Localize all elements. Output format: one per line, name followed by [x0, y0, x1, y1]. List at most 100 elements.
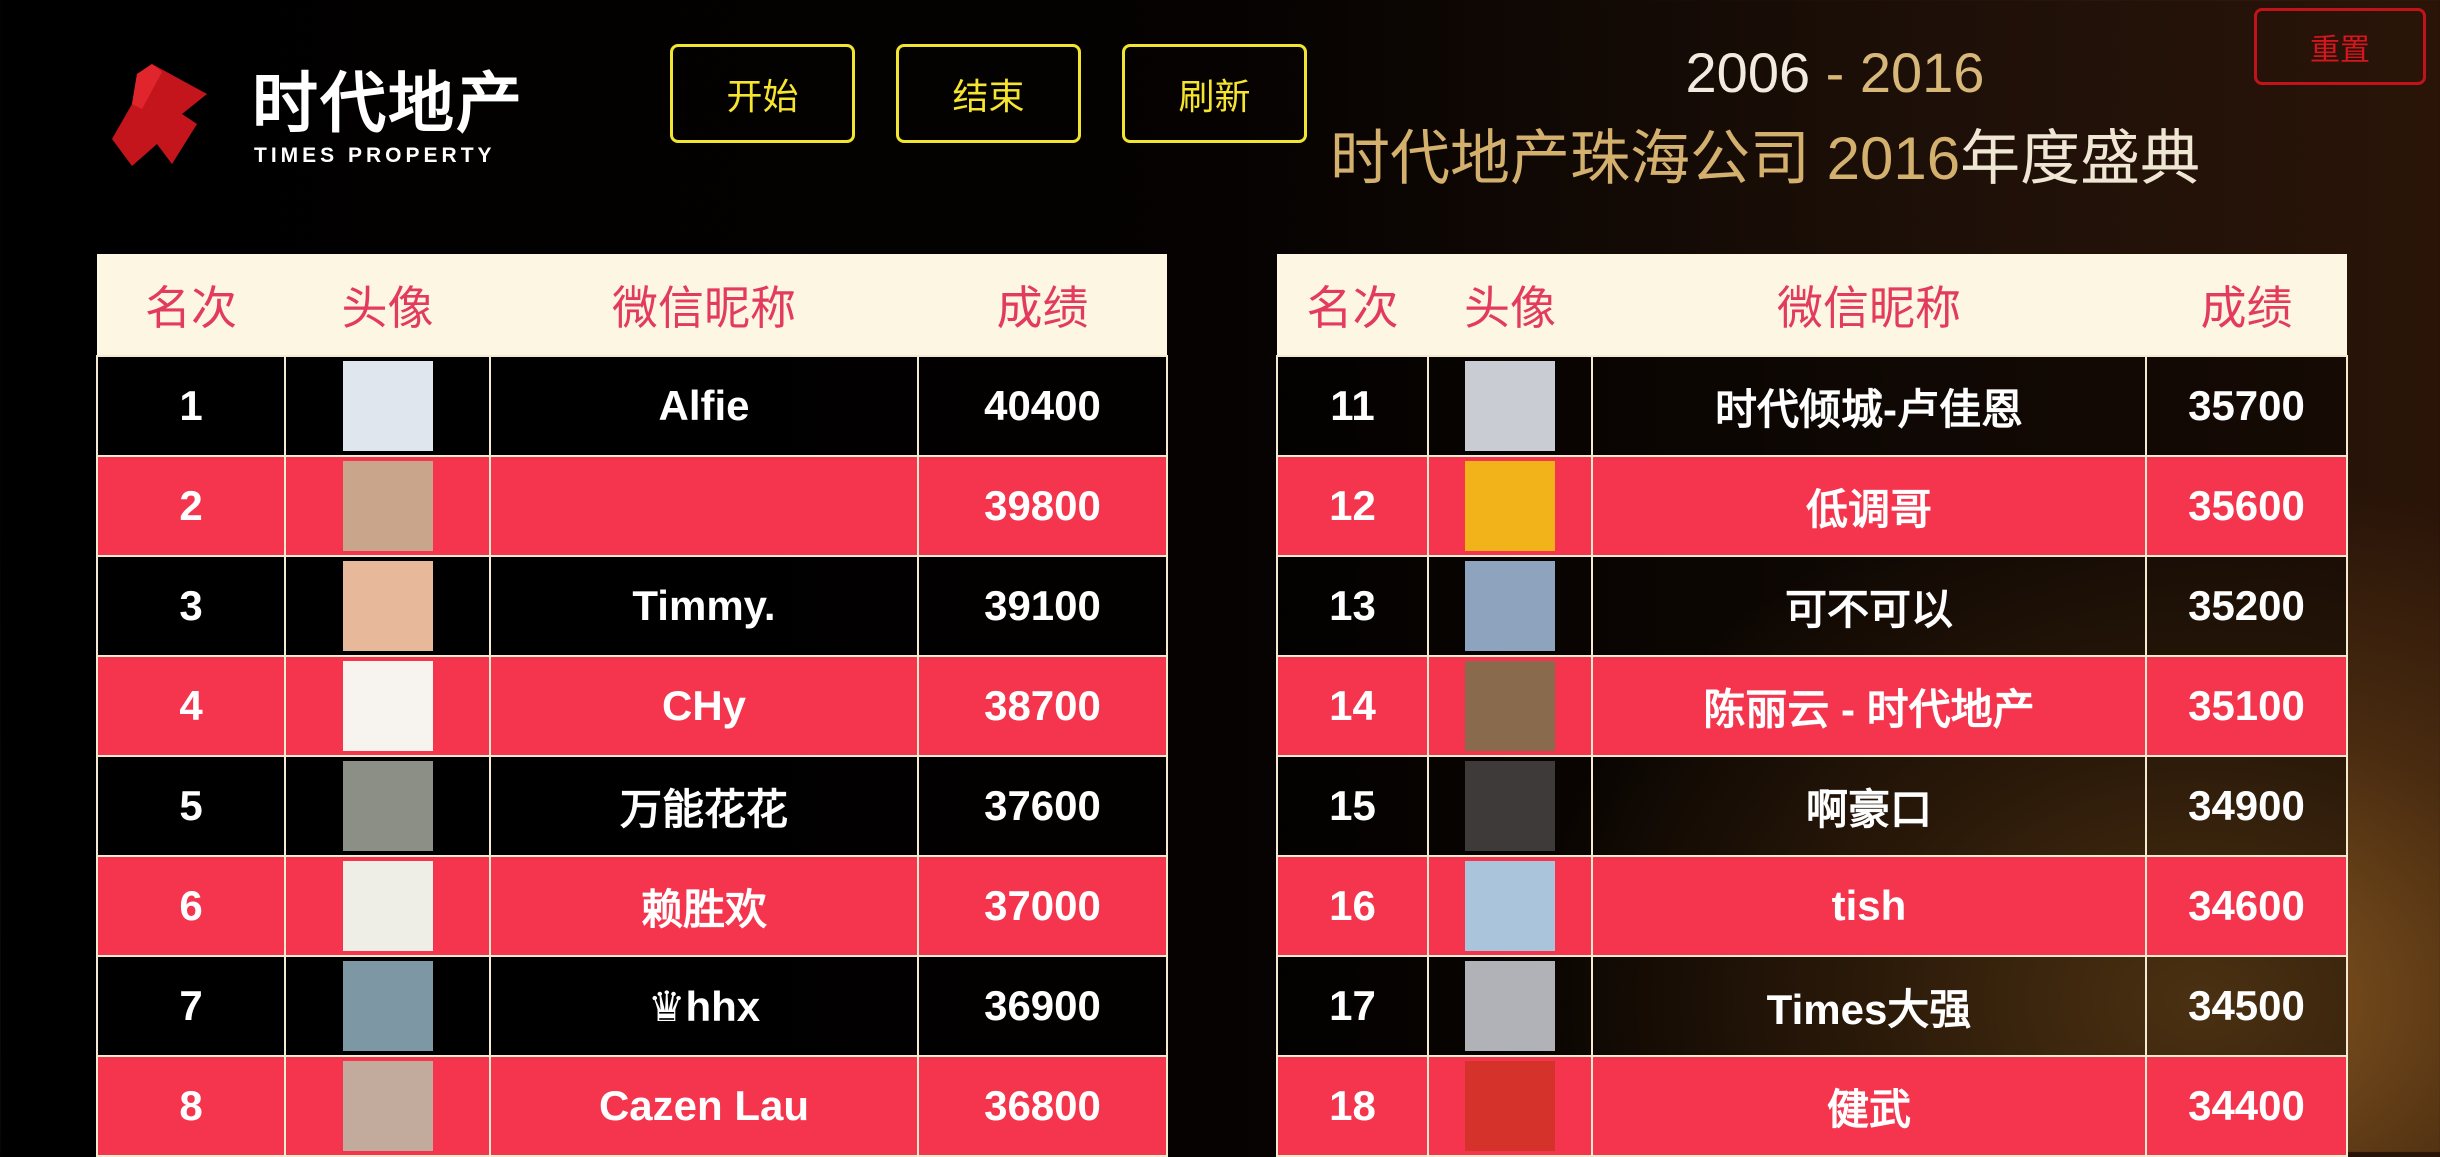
avatar-cell [1427, 355, 1593, 457]
avatar-cell [284, 1055, 491, 1157]
nickname-cell: Alfie [489, 355, 919, 457]
table-row: 2 39800 [96, 455, 1168, 557]
table-row: 12 低调哥 35600 [1276, 455, 2348, 557]
table-row: 15 啊豪口 34900 [1276, 755, 2348, 857]
rank-cell: 1 [96, 355, 286, 457]
start-button[interactable]: 开始 [670, 44, 855, 143]
avatar [1465, 961, 1555, 1051]
nickname-cell [489, 455, 919, 557]
event-title: 时代地产珠海公司 2016年度盛典 [1330, 110, 2200, 197]
avatar-cell [284, 455, 491, 557]
col-avatar: 头像 [1428, 254, 1592, 356]
col-score: 成绩 [2146, 254, 2347, 356]
table-row: 5 万能花花 37600 [96, 755, 1168, 857]
nickname-cell: tish [1591, 855, 2147, 957]
avatar [1465, 361, 1555, 451]
refresh-button[interactable]: 刷新 [1122, 44, 1307, 143]
table-row: 1 Alfie 40400 [96, 355, 1168, 457]
score-cell: 40400 [917, 355, 1168, 457]
score-cell: 38700 [917, 655, 1168, 757]
avatar-cell [284, 655, 491, 757]
logo-text-en: TIMES PROPERTY [254, 144, 496, 167]
score-cell: 39800 [917, 455, 1168, 557]
avatar-cell [1427, 455, 1593, 557]
score-cell: 35100 [2145, 655, 2348, 757]
nickname-cell: 低调哥 [1591, 455, 2147, 557]
avatar [342, 561, 433, 651]
rank-cell: 8 [96, 1055, 286, 1157]
score-cell: 34600 [2145, 855, 2348, 957]
avatar [342, 661, 433, 751]
avatar [1465, 761, 1555, 851]
nickname-cell: 健武 [1591, 1055, 2147, 1157]
nickname-cell: 赖胜欢 [489, 855, 919, 957]
score-cell: 35200 [2145, 555, 2348, 657]
avatar-cell [1427, 955, 1593, 1057]
avatar [342, 761, 433, 851]
col-rank: 名次 [1277, 254, 1428, 356]
event-years: 2006 - 2016 [1580, 40, 2090, 105]
reset-button[interactable]: 重置 [2254, 8, 2426, 85]
table-header: 名次 头像 微信昵称 成绩 [97, 254, 1167, 356]
rank-cell: 4 [96, 655, 286, 757]
score-cell: 34500 [2145, 955, 2348, 1057]
table-row: 14 陈丽云 - 时代地产 35100 [1276, 655, 2348, 757]
avatar-cell [284, 355, 491, 457]
nickname-cell: 可不可以 [1591, 555, 2147, 657]
score-cell: 37000 [917, 855, 1168, 957]
table-row: 8 Cazen Lau 36800 [96, 1055, 1168, 1157]
title-part-1: 时代地产珠海公司 2016 [1330, 125, 1961, 192]
avatar-cell [284, 955, 491, 1057]
logo-text-cn: 时代地产 [252, 66, 524, 140]
col-rank: 名次 [97, 254, 285, 356]
end-button[interactable]: 结束 [896, 44, 1081, 143]
rank-cell: 2 [96, 455, 286, 557]
rank-cell: 18 [1276, 1055, 1429, 1157]
leaderboard-right: 名次 头像 微信昵称 成绩 11 时代倾城-卢佳恩 35700 12 低调哥 35… [1276, 254, 2348, 1157]
col-nickname: 微信昵称 [490, 254, 918, 356]
logo: 时代地产 TIMES PROPERTY [112, 62, 622, 172]
table-row: 4 CHy 38700 [96, 655, 1168, 757]
table-row: 13 可不可以 35200 [1276, 555, 2348, 657]
rank-cell: 6 [96, 855, 286, 957]
rank-cell: 13 [1276, 555, 1429, 657]
rank-cell: 16 [1276, 855, 1429, 957]
nickname-cell: Timmy. [489, 555, 919, 657]
years-start: 2006 [1685, 41, 1811, 104]
avatar-cell [1427, 755, 1593, 857]
score-cell: 36800 [917, 1055, 1168, 1157]
score-cell: 34400 [2145, 1055, 2348, 1157]
nickname-cell: ♛hhx [489, 955, 919, 1057]
rank-cell: 3 [96, 555, 286, 657]
avatar [342, 361, 433, 451]
years-end: 2016 [1859, 41, 1985, 104]
avatar-cell [284, 855, 491, 957]
avatar [1465, 561, 1555, 651]
rank-cell: 5 [96, 755, 286, 857]
avatar-cell [284, 555, 491, 657]
nickname-cell: CHy [489, 655, 919, 757]
col-avatar: 头像 [285, 254, 490, 356]
table-row: 11 时代倾城-卢佳恩 35700 [1276, 355, 2348, 457]
col-nickname: 微信昵称 [1592, 254, 2146, 356]
nickname-cell: 啊豪口 [1591, 755, 2147, 857]
score-cell: 36900 [917, 955, 1168, 1057]
table-header: 名次 头像 微信昵称 成绩 [1277, 254, 2347, 356]
score-cell: 39100 [917, 555, 1168, 657]
avatar [1465, 461, 1555, 551]
score-cell: 35600 [2145, 455, 2348, 557]
table-row: 7 ♛hhx 36900 [96, 955, 1168, 1057]
rank-cell: 11 [1276, 355, 1429, 457]
score-cell: 34900 [2145, 755, 2348, 857]
table-row: 6 赖胜欢 37000 [96, 855, 1168, 957]
score-cell: 35700 [2145, 355, 2348, 457]
times-logo-icon [112, 64, 207, 166]
avatar [342, 861, 433, 951]
rank-cell: 14 [1276, 655, 1429, 757]
rank-cell: 7 [96, 955, 286, 1057]
avatar-cell [1427, 1055, 1593, 1157]
avatar [342, 461, 433, 551]
rank-cell: 15 [1276, 755, 1429, 857]
rank-cell: 17 [1276, 955, 1429, 1057]
nickname-cell: 万能花花 [489, 755, 919, 857]
